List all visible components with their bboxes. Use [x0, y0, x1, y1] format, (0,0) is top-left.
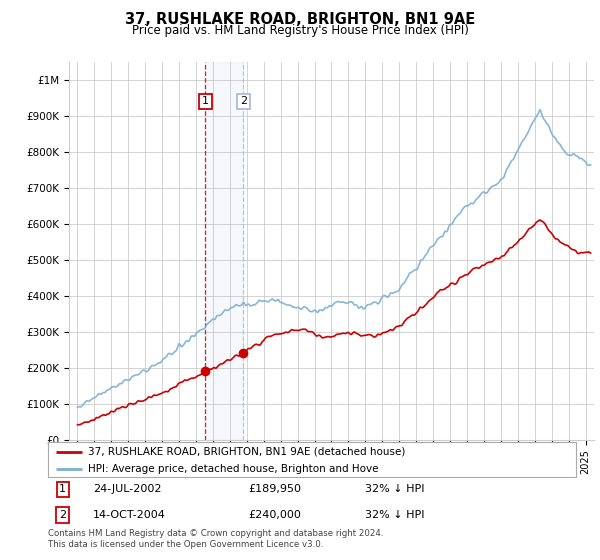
Text: 24-JUL-2002: 24-JUL-2002	[93, 484, 161, 494]
Text: HPI: Average price, detached house, Brighton and Hove: HPI: Average price, detached house, Brig…	[88, 464, 378, 474]
Text: Contains HM Land Registry data © Crown copyright and database right 2024.
This d: Contains HM Land Registry data © Crown c…	[48, 529, 383, 549]
Bar	[205, 62, 243, 440]
Text: £240,000: £240,000	[248, 510, 302, 520]
Text: £189,950: £189,950	[248, 484, 302, 494]
Text: 14-OCT-2004: 14-OCT-2004	[93, 510, 166, 520]
Text: 2: 2	[240, 96, 247, 106]
Text: 1: 1	[59, 484, 66, 494]
Text: 32% ↓ HPI: 32% ↓ HPI	[365, 484, 424, 494]
Text: Price paid vs. HM Land Registry's House Price Index (HPI): Price paid vs. HM Land Registry's House …	[131, 24, 469, 36]
Text: 37, RUSHLAKE ROAD, BRIGHTON, BN1 9AE: 37, RUSHLAKE ROAD, BRIGHTON, BN1 9AE	[125, 12, 475, 27]
Text: 2: 2	[59, 510, 67, 520]
Text: 37, RUSHLAKE ROAD, BRIGHTON, BN1 9AE (detached house): 37, RUSHLAKE ROAD, BRIGHTON, BN1 9AE (de…	[88, 447, 405, 457]
Text: 1: 1	[202, 96, 209, 106]
Text: 32% ↓ HPI: 32% ↓ HPI	[365, 510, 424, 520]
